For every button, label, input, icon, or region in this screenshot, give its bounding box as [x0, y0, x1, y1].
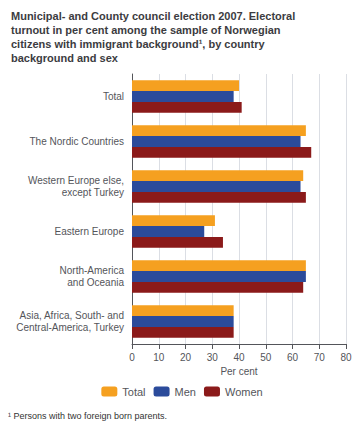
- svg-text:Per cent: Per cent: [220, 366, 257, 377]
- svg-text:60: 60: [287, 352, 299, 363]
- svg-text:10: 10: [153, 352, 165, 363]
- svg-text:20: 20: [180, 352, 192, 363]
- svg-text:Asia, Africa, South- and: Asia, Africa, South- and: [19, 310, 124, 321]
- svg-text:Men: Men: [175, 386, 196, 398]
- svg-text:Total: Total: [122, 386, 145, 398]
- svg-text:North-America: North-America: [60, 265, 125, 276]
- svg-text:70: 70: [314, 352, 326, 363]
- svg-text:and Oceania: and Oceania: [67, 277, 124, 288]
- svg-text:40: 40: [233, 352, 245, 363]
- svg-text:Central-America, Turkey: Central-America, Turkey: [16, 322, 124, 333]
- svg-text:Western Europe else,: Western Europe else,: [28, 175, 124, 186]
- svg-text:80: 80: [340, 352, 352, 363]
- svg-text:Municipal- and County council: Municipal- and County council election 2…: [11, 10, 295, 22]
- svg-text:background and sex: background and sex: [11, 52, 119, 64]
- svg-text:30: 30: [207, 352, 219, 363]
- svg-text:50: 50: [260, 352, 272, 363]
- svg-text:The Nordic Countries: The Nordic Countries: [30, 136, 124, 147]
- svg-text:citizens with immigrant backgr: citizens with immigrant background¹, by …: [11, 38, 266, 50]
- svg-text:turnout in per cent among the: turnout in per cent among the sample of …: [11, 24, 281, 36]
- svg-text:0: 0: [129, 352, 135, 363]
- svg-text:except Turkey: except Turkey: [62, 187, 124, 198]
- svg-text:Women: Women: [225, 386, 263, 398]
- svg-text:Eastern Europe: Eastern Europe: [55, 226, 125, 237]
- svg-text:Total: Total: [103, 91, 124, 102]
- svg-text:¹ Persons with two foreign bor: ¹ Persons with two foreign born parents.: [8, 411, 167, 421]
